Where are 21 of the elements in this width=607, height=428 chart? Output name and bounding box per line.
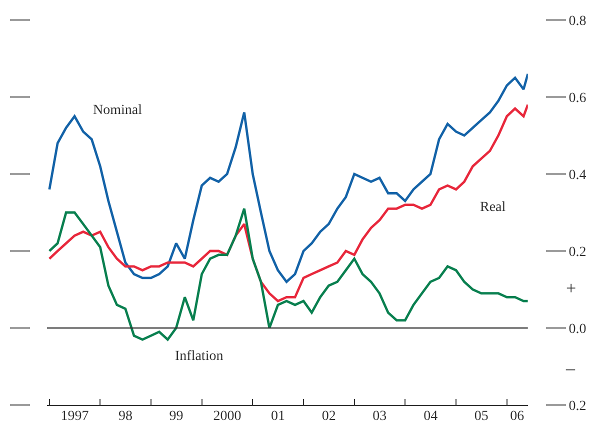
x-tick-label: 99 [169, 409, 184, 424]
y-tick-label: 0.8 [568, 14, 586, 29]
x-tick-label: 01 [271, 409, 286, 424]
y-tick-label: 0.4 [568, 168, 586, 183]
x-tick-label: 02 [322, 409, 336, 424]
y-tick-label: 0.0 [568, 322, 586, 337]
series-label: Inflation [175, 349, 224, 364]
text: + [566, 278, 576, 298]
y-tick-label: 0.6 [568, 90, 586, 106]
x-tick-label: 2000 [213, 409, 242, 424]
x-tick-label: 98 [118, 409, 133, 424]
x-tick-label: 1997 [60, 409, 89, 424]
x-tick-label: 04 [424, 409, 438, 424]
x-tick-label: 06 [510, 409, 524, 424]
text: – [565, 358, 576, 378]
series-label: Nominal [93, 103, 142, 118]
y-tick-label: 0.2 [568, 398, 586, 414]
x-tick-label: 05 [474, 409, 488, 424]
x-tick-label: 03 [372, 409, 387, 424]
series-label: Real [480, 200, 506, 215]
y-tick-label: 0.2 [568, 244, 586, 260]
